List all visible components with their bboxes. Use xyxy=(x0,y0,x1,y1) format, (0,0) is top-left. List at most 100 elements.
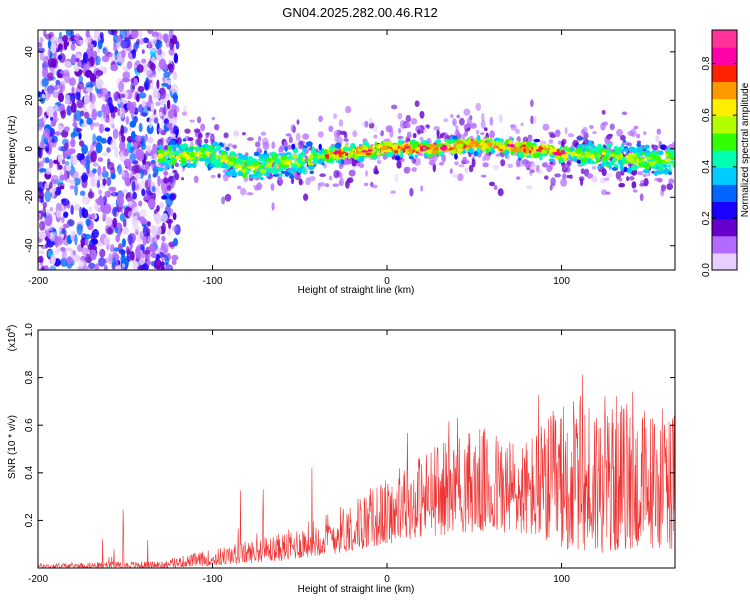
heatmap-cell xyxy=(171,254,179,261)
heatmap-cell xyxy=(317,158,324,164)
heatmap-cell xyxy=(138,92,147,99)
heatmap-cell xyxy=(558,140,562,145)
heatmap-cell xyxy=(136,64,144,73)
heatmap-cell xyxy=(100,87,108,97)
heatmap-cell xyxy=(155,32,163,41)
heatmap-cell xyxy=(76,153,83,161)
heatmap-cell xyxy=(157,153,164,159)
heatmap-cell xyxy=(247,137,254,141)
heatmap-cell xyxy=(619,152,623,159)
heatmap-cell xyxy=(640,161,644,167)
heatmap-cell xyxy=(119,30,127,39)
heatmap-cell xyxy=(391,104,398,110)
colorbar-label: Normalized spectral amplitude xyxy=(740,82,750,217)
heatmap-cell xyxy=(127,210,136,219)
heatmap-cell xyxy=(560,162,566,168)
heatmap-cell xyxy=(614,146,618,151)
heatmap-cell xyxy=(134,135,143,143)
x-tick-label: 0 xyxy=(384,276,390,287)
heatmap-cell xyxy=(291,143,296,150)
heatmap-cell xyxy=(329,157,333,160)
heatmap-cell xyxy=(172,116,179,121)
heatmap-cell xyxy=(59,174,66,181)
heatmap-cell xyxy=(428,159,436,166)
heatmap-cell xyxy=(102,212,107,220)
heatmap-cell xyxy=(173,52,179,64)
y-tick-label: 0.2 xyxy=(24,513,35,527)
heatmap-cell xyxy=(504,152,508,158)
heatmap-cell xyxy=(108,186,117,192)
heatmap-cell xyxy=(400,149,404,155)
heatmap-cell xyxy=(262,172,266,176)
heatmap-cell xyxy=(181,177,185,181)
heatmap-cell xyxy=(405,122,411,129)
heatmap-cell xyxy=(112,91,120,102)
heatmap-cell xyxy=(554,173,561,178)
heatmap-cell xyxy=(656,170,663,175)
heatmap-cell xyxy=(122,226,129,235)
figure-title: GN04.2025.282.00.46.R12 xyxy=(282,5,437,20)
heatmap-cell xyxy=(561,138,567,145)
heatmap-cell xyxy=(158,111,163,117)
heatmap-cell xyxy=(242,173,248,179)
colorbar: 0.0 0.2 0.4 0.6 0.8 Normalized spectral ampl… xyxy=(701,29,750,277)
heatmap-cell xyxy=(169,144,176,148)
heatmap-cell xyxy=(343,138,349,142)
heatmap-cell xyxy=(91,108,98,121)
y-tick-label: 40 xyxy=(24,46,35,58)
x-tick-label: 100 xyxy=(553,574,570,585)
heatmap-cell xyxy=(481,112,485,122)
heatmap-cell xyxy=(65,247,73,252)
heatmap-cell xyxy=(42,206,46,218)
heatmap-cell xyxy=(406,134,413,139)
heatmap-cell xyxy=(106,227,113,235)
heatmap-cell xyxy=(141,188,146,197)
heatmap-cell xyxy=(44,190,52,203)
heatmap-cell xyxy=(577,144,583,148)
heatmap-cell xyxy=(388,151,394,157)
heatmap-cell xyxy=(272,174,279,177)
heatmap-cell xyxy=(376,159,382,165)
heatmap-cell xyxy=(589,125,594,129)
heatmap-cell xyxy=(117,163,123,176)
heatmap-cell xyxy=(220,150,226,156)
heatmap-cell xyxy=(169,152,172,159)
heatmap-cell xyxy=(348,169,356,177)
heatmap-cell xyxy=(263,150,268,155)
heatmap-cell xyxy=(116,211,120,218)
heatmap-cell xyxy=(530,115,534,125)
colorbar-band xyxy=(712,115,737,134)
heatmap-cell xyxy=(47,90,52,98)
heatmap-cell xyxy=(480,120,486,129)
heatmap-cell xyxy=(131,160,139,165)
heatmap-cell xyxy=(333,130,341,138)
heatmap-cell xyxy=(237,171,244,176)
heatmap-cell xyxy=(65,94,71,105)
heatmap-cell xyxy=(150,252,157,259)
heatmap-cell xyxy=(88,206,93,212)
heatmap-cell xyxy=(163,177,169,184)
heatmap-cell xyxy=(393,144,398,151)
heatmap-cell xyxy=(58,43,63,51)
heatmap-cell xyxy=(149,47,157,53)
heatmap-cell xyxy=(597,165,601,169)
heatmap-cell xyxy=(237,153,243,157)
heatmap-cell xyxy=(639,183,646,187)
heatmap-cell xyxy=(328,125,334,132)
heatmap-cell xyxy=(193,128,201,134)
heatmap-cell xyxy=(156,205,160,212)
heatmap-cell xyxy=(439,151,444,157)
heatmap-cell xyxy=(454,161,459,166)
heatmap-cell xyxy=(347,177,354,184)
heatmap-cell xyxy=(623,166,628,173)
heatmap-cell xyxy=(159,87,167,100)
heatmap-cell xyxy=(122,71,131,80)
heatmap-cell xyxy=(91,213,95,220)
heatmap-cell xyxy=(64,161,70,166)
heatmap-cell xyxy=(222,164,229,169)
heatmap-cell xyxy=(395,153,399,156)
heatmap-cell xyxy=(651,144,659,151)
heatmap-cell xyxy=(75,128,83,132)
heatmap-cell xyxy=(284,171,290,177)
heatmap-cell xyxy=(575,148,583,154)
